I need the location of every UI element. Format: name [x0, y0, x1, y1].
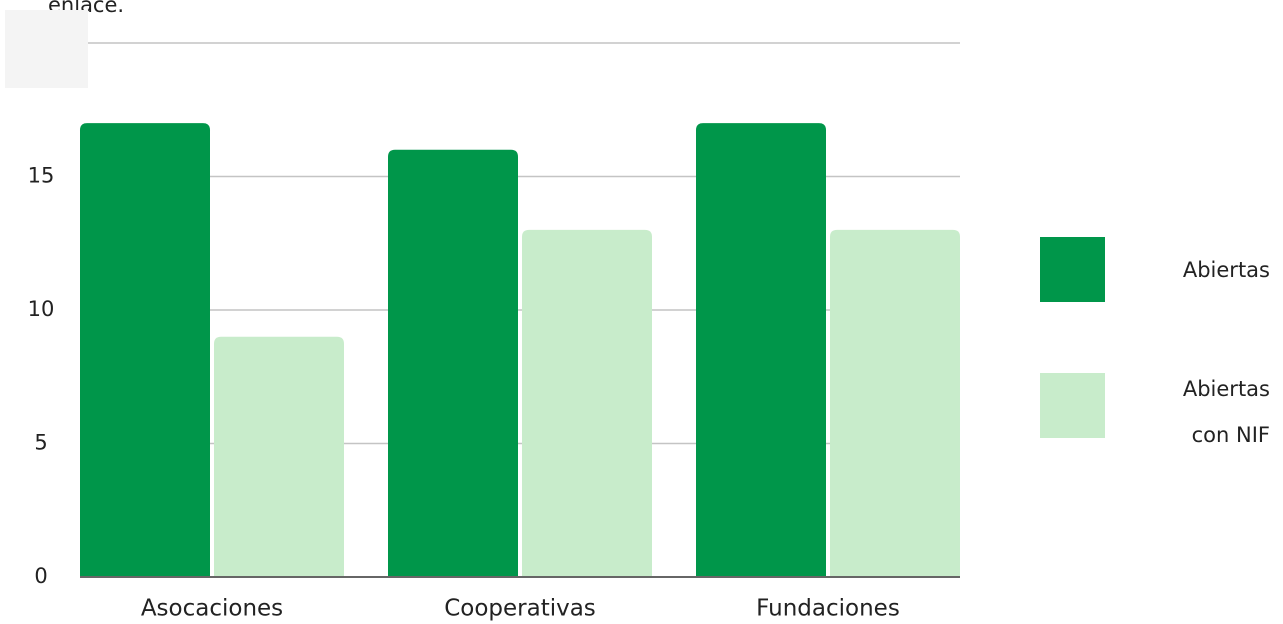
- legend-swatch: [1040, 373, 1105, 438]
- bar: [214, 336, 344, 577]
- x-tick-label: Cooperativas: [444, 596, 596, 622]
- legend-swatch: [1040, 237, 1105, 302]
- legend-label: Abiertas: [1182, 258, 1270, 282]
- y-tick-label: 5: [34, 431, 47, 455]
- x-tick-label: Fundaciones: [756, 596, 900, 622]
- y-tick-label: 10: [28, 297, 55, 321]
- bar: [388, 149, 518, 578]
- y-tick-label: 15: [28, 164, 55, 188]
- bar: [830, 229, 960, 577]
- x-tick-label: Asocaciones: [141, 596, 283, 622]
- y-tick-label: 0: [34, 564, 47, 588]
- bar: [522, 229, 652, 577]
- legend-label: Abiertas con NIF: [1182, 377, 1270, 447]
- bar: [696, 123, 826, 577]
- placeholder-block: [5, 10, 88, 88]
- bar: [80, 123, 210, 577]
